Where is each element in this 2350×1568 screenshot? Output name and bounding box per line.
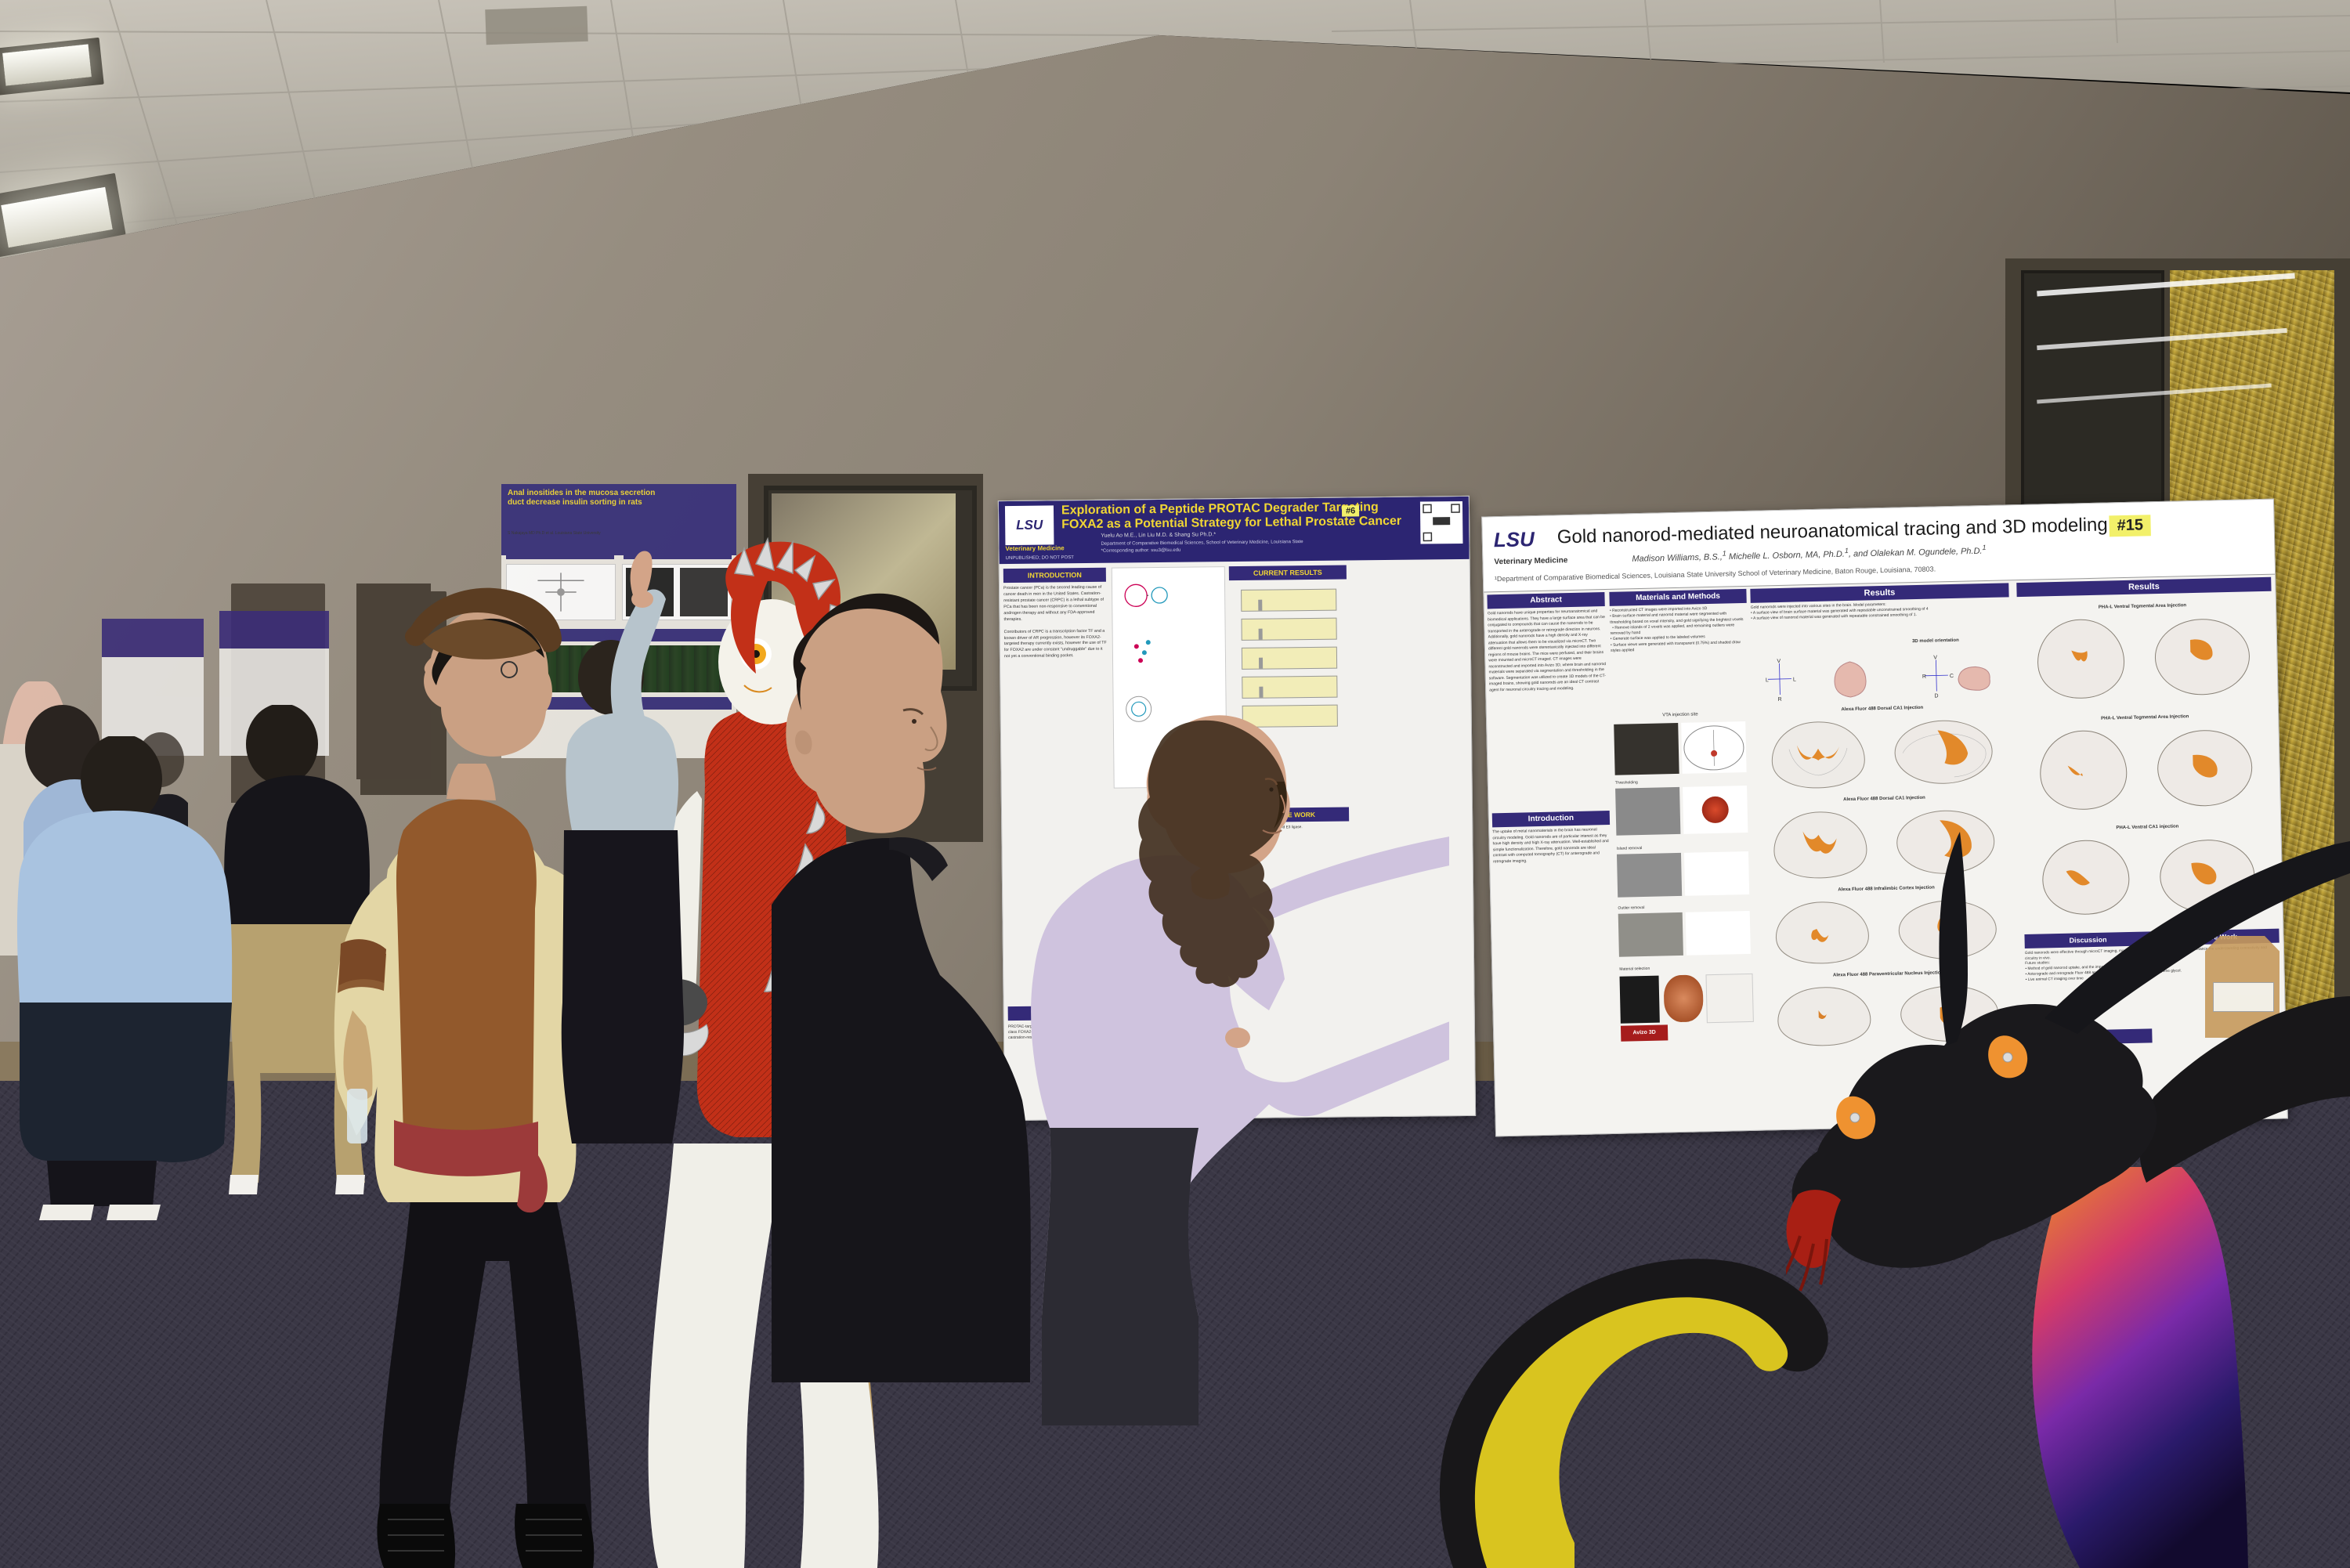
svg-text:V: V bbox=[1933, 655, 1937, 660]
svg-text:R: R bbox=[1777, 697, 1781, 703]
svg-text:L: L bbox=[1766, 677, 1769, 683]
svg-text:D: D bbox=[1934, 693, 1938, 699]
svg-text:L: L bbox=[1793, 677, 1796, 683]
svg-text:V: V bbox=[1777, 659, 1781, 664]
svg-text:C: C bbox=[1950, 674, 1954, 679]
svg-text:R: R bbox=[1922, 674, 1926, 680]
